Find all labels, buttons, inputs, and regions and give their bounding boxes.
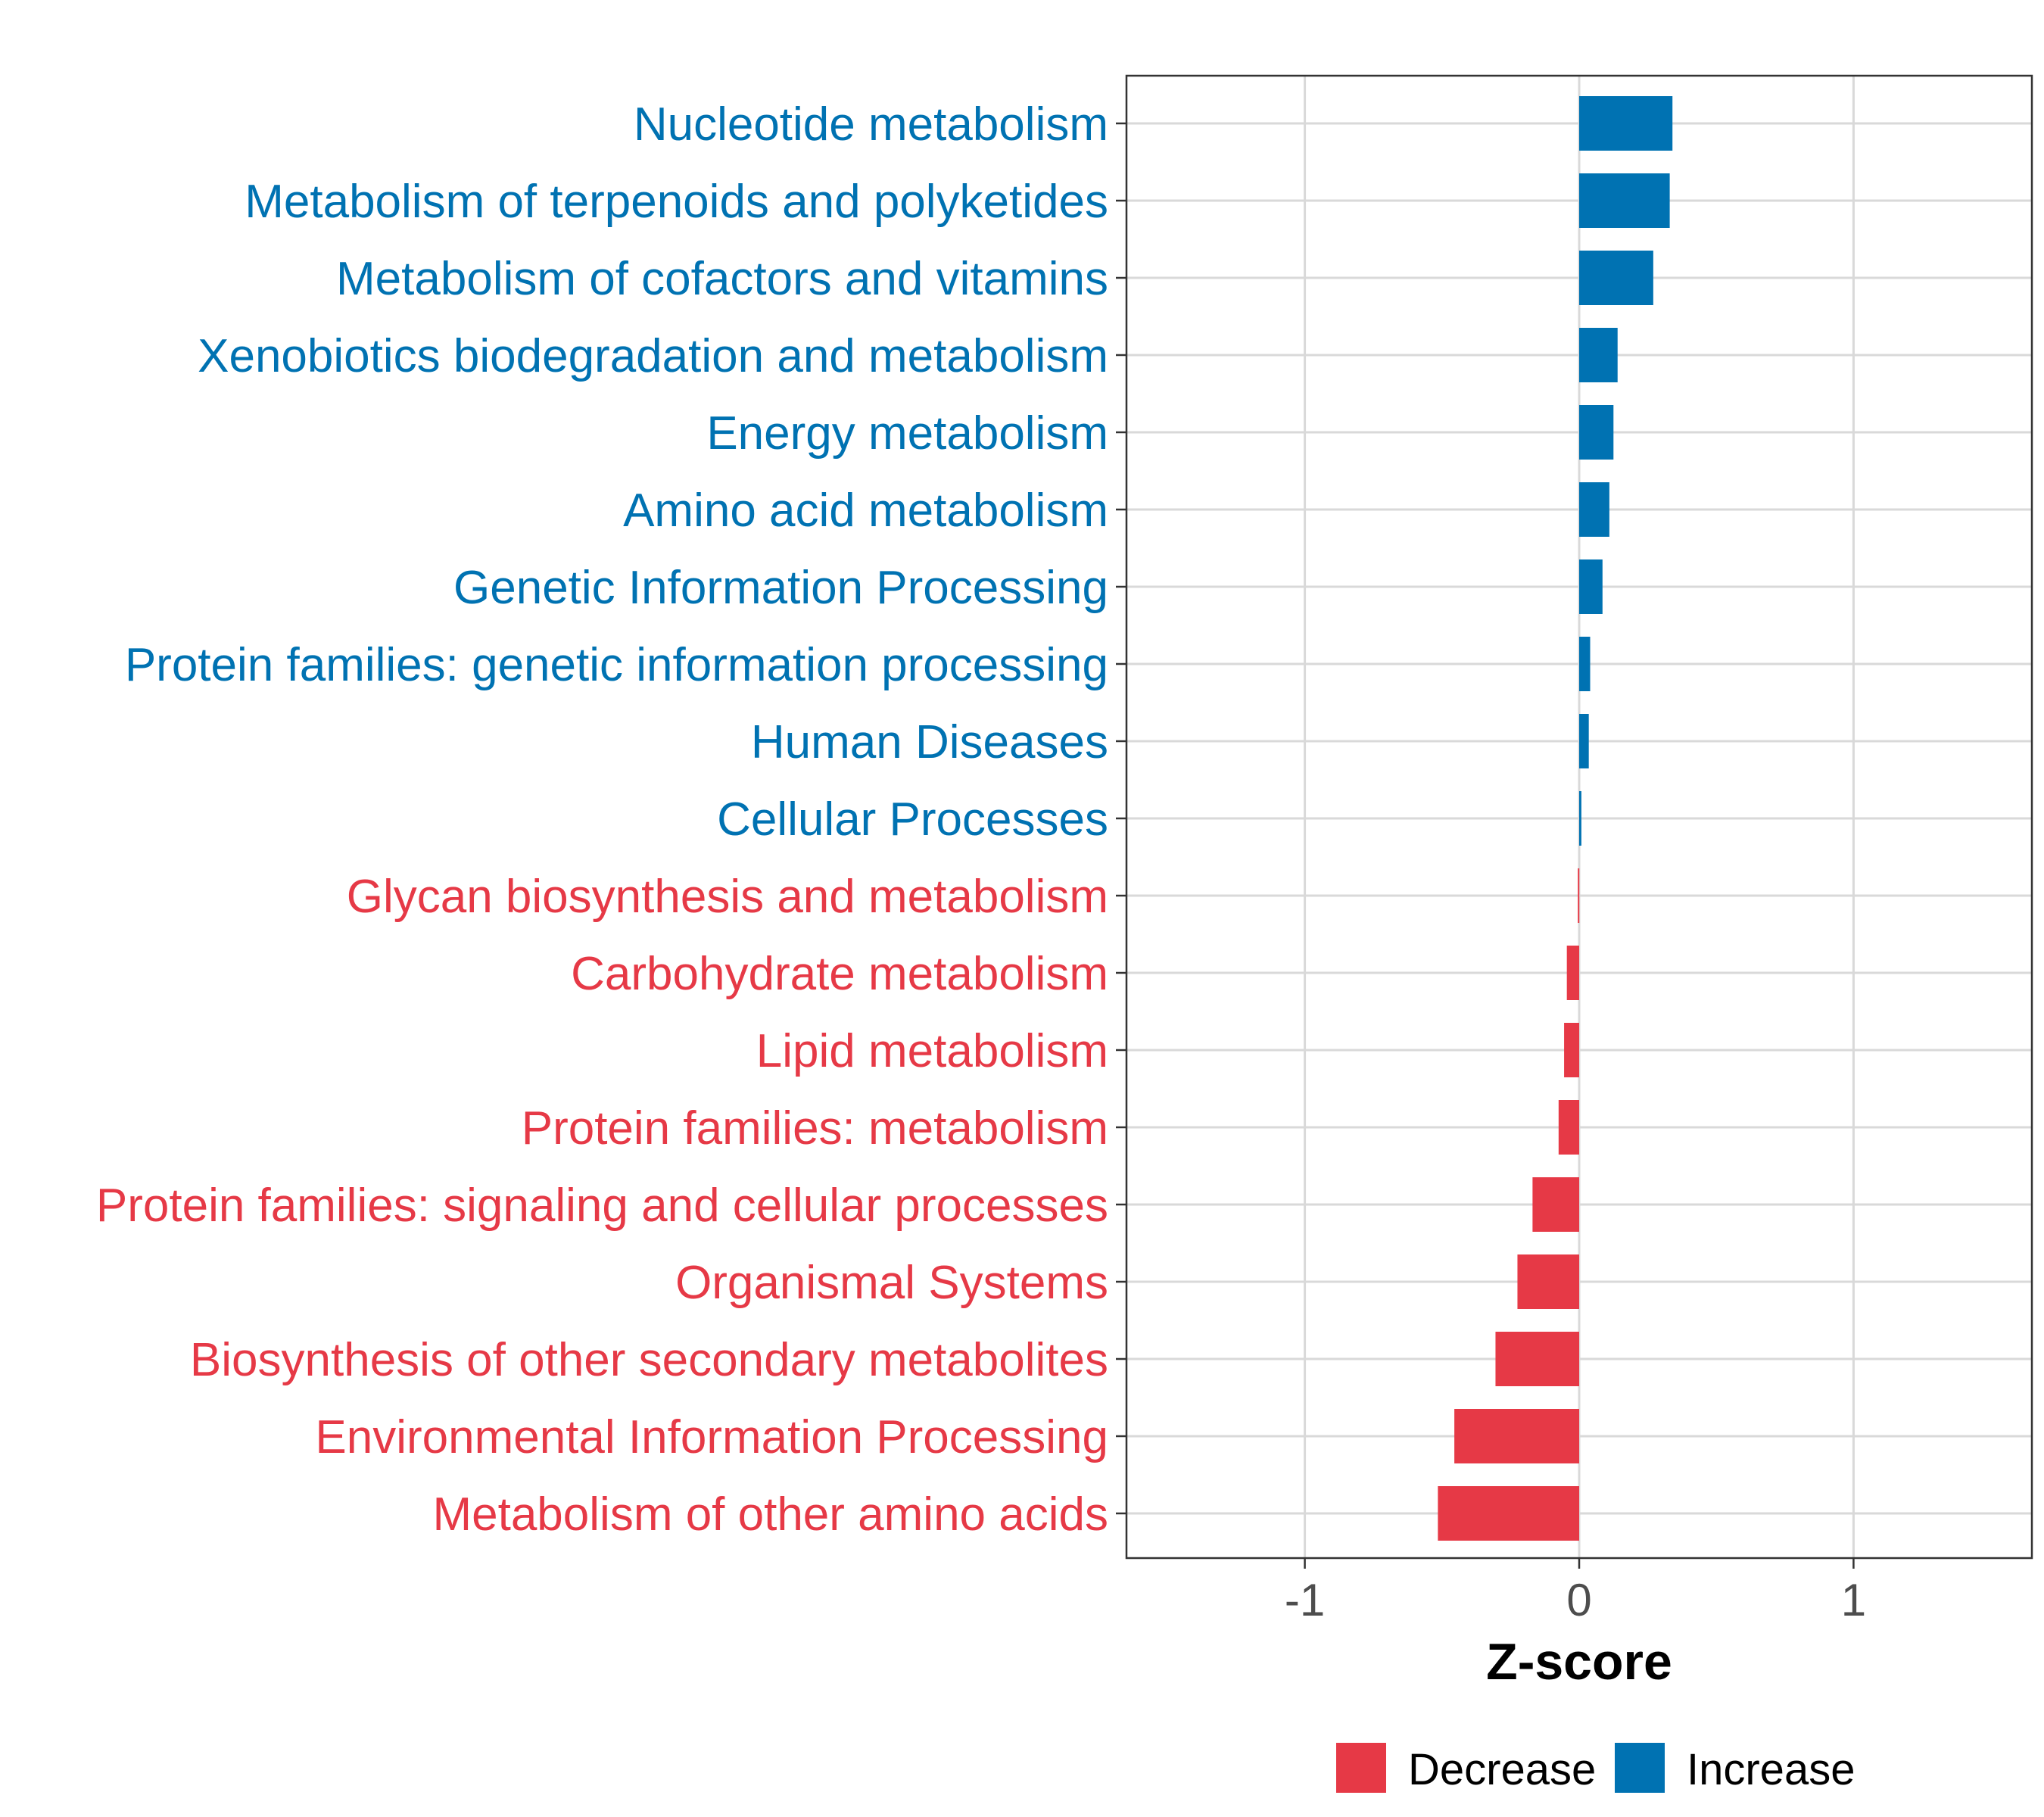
bar [1454,1409,1579,1463]
y-tick-label: Cellular Processes [717,793,1108,846]
legend-label: Decrease [1408,1745,1596,1794]
y-tick-label: Organismal Systems [675,1257,1108,1309]
bar [1579,173,1670,228]
bar [1579,791,1581,846]
legend: Decrease Increase [1336,1743,1855,1794]
bar [1566,946,1579,1000]
y-tick-label: Amino acid metabolism [623,485,1108,537]
legend-label: Increase [1687,1745,1855,1794]
bar [1579,328,1618,382]
bar [1579,251,1653,305]
y-tick-label: Protein families: metabolism [522,1102,1108,1155]
y-tick-label: Xenobiotics biodegradation and metabolis… [198,330,1108,382]
bar [1495,1332,1579,1386]
y-tick-label: Metabolism of terpenoids and polyketides [245,176,1108,228]
y-tick-label: Glycan biosynthesis and metabolism [347,871,1108,923]
y-tick-label: Biosynthesis of other secondary metaboli… [190,1334,1108,1386]
y-tick-label: Lipid metabolism [756,1025,1108,1077]
bar [1438,1486,1579,1541]
x-axis-ticks [1304,1558,1855,1569]
y-tick-label: Environmental Information Processing [315,1411,1108,1463]
legend-swatch [1615,1743,1665,1793]
bars [1438,96,1673,1541]
bar [1532,1177,1579,1232]
bar [1578,868,1580,923]
y-tick-label: Human Diseases [751,716,1108,768]
y-axis-ticks [1116,122,1126,1515]
x-tick-label: -1 [1285,1575,1325,1625]
y-tick-label: Nucleotide metabolism [634,98,1108,151]
bar [1579,559,1603,614]
bar [1579,405,1614,460]
y-tick-label: Metabolism of cofactors and vitamins [336,253,1108,305]
y-tick-label: Protein families: signaling and cellular… [96,1180,1108,1232]
bar [1579,714,1589,768]
y-tick-label: Carbohydrate metabolism [571,948,1108,1000]
y-tick-label: Protein families: genetic information pr… [125,639,1108,691]
y-tick-label: Energy metabolism [706,407,1108,460]
y-tick-label: Metabolism of other amino acids [432,1488,1108,1541]
x-tick-label: 1 [1841,1575,1866,1625]
x-tick-label: 0 [1566,1575,1591,1625]
legend-swatch [1336,1743,1386,1793]
bar [1558,1100,1579,1155]
bar [1579,482,1609,537]
x-axis-title: Z-score [1486,1633,1672,1691]
x-axis-labels: -1 0 1 [1285,1575,1866,1625]
y-axis-labels: Nucleotide metabolism Metabolism of terpe… [96,98,1108,1541]
y-tick-label: Genetic Information Processing [453,562,1108,614]
bar [1564,1023,1579,1077]
bar [1579,637,1591,691]
bar [1517,1254,1579,1309]
bar [1579,96,1673,151]
